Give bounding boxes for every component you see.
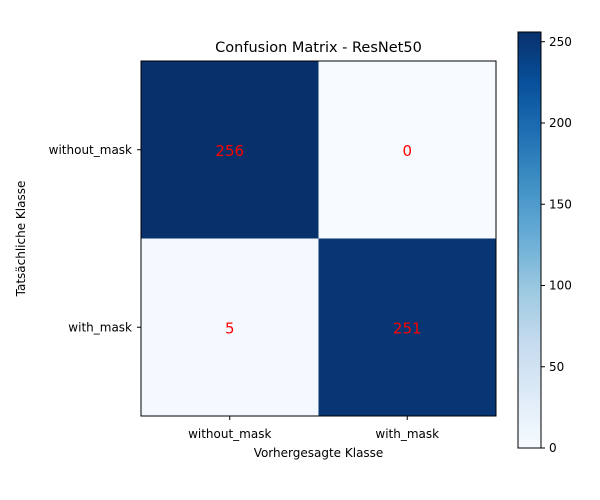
chart-title: Confusion Matrix - ResNet50 [215, 40, 422, 56]
x-tick-label: without_mask [188, 427, 271, 441]
matrix-cell [318, 61, 496, 239]
colorbar-tick-label: 50 [549, 360, 564, 374]
colorbar-tick-label: 0 [549, 441, 557, 455]
y-tick-label: with_mask [68, 320, 132, 334]
cell-value-label: 0 [402, 142, 412, 160]
matrix-cell [141, 238, 319, 416]
y-tick-label: without_mask [49, 143, 132, 157]
matrix-cells: 256 0 5 251 [141, 61, 496, 416]
matrix-cell [318, 238, 496, 416]
cell-value-label: 251 [393, 319, 422, 337]
x-tick-label: with_mask [375, 427, 439, 441]
colorbar [517, 31, 542, 449]
cell-value-label: 5 [225, 319, 235, 337]
y-axis: without_mask with_mask [49, 143, 141, 334]
colorbar-ticks: 0 50 100 150 200 250 [541, 35, 572, 455]
cell-value-label: 256 [215, 142, 244, 160]
matrix-cell [141, 61, 319, 239]
colorbar-tick-label: 150 [549, 197, 572, 211]
x-axis-label: Vorhergesagte Klasse [254, 446, 384, 460]
plot-frame [140, 60, 497, 417]
colorbar-tick-label: 100 [549, 279, 572, 293]
colorbar-tick-label: 200 [549, 116, 572, 130]
y-axis-label: Tatsächliche Klasse [14, 181, 28, 298]
colorbar-tick-label: 250 [549, 35, 572, 49]
x-axis: without_mask with_mask [188, 416, 439, 441]
